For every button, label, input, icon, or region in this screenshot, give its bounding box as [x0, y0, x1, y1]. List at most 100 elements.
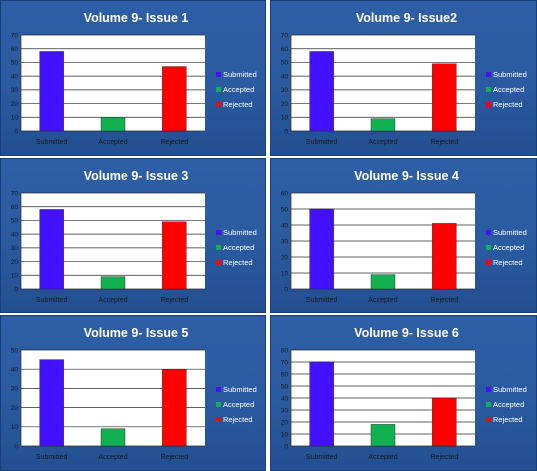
bar-accepted: [100, 276, 126, 290]
y-tick-label: 0: [14, 286, 18, 293]
legend-label-submitted: Submitted: [223, 385, 257, 394]
y-tick-label: 20: [11, 405, 19, 412]
y-tick-label: 30: [281, 87, 289, 94]
chart-panel-issue-1: Volume 9- Issue 1 0 10 20 30 40 50 60 70 Submitte…: [0, 0, 266, 156]
bar-rejected: [162, 221, 187, 290]
chart-panel-issue-2: Volume 9- Issue2 0 10 20 30 40 50 60 70 Submitted…: [270, 0, 537, 156]
x-category-label: Rejected: [161, 454, 189, 461]
legend-swatch-accepted: [486, 245, 491, 250]
legend-label-rejected: Rejected: [493, 258, 523, 267]
y-tick-label: 10: [11, 273, 19, 280]
legend-swatch-submitted: [486, 387, 491, 392]
y-tick-label: 0: [284, 128, 288, 135]
chart-title: Volume 9- Issue2: [356, 11, 457, 25]
y-tick-label: 40: [281, 222, 289, 229]
y-tick-label: 20: [281, 419, 289, 426]
y-tick-label: 10: [281, 431, 289, 438]
x-category-label: Submitted: [36, 454, 68, 461]
y-tick-label: 60: [11, 204, 19, 211]
y-tick-label: 40: [11, 73, 19, 80]
chart-title: Volume 9- Issue 3: [84, 169, 189, 183]
y-tick-label: 10: [281, 115, 289, 122]
x-category-label: Rejected: [431, 297, 459, 304]
legend-swatch-submitted: [216, 72, 221, 77]
legend-label-accepted: Accepted: [223, 85, 254, 94]
y-tick-label: 50: [281, 383, 289, 390]
bar-rejected: [162, 369, 187, 447]
y-tick-label: 30: [11, 245, 19, 252]
y-tick-label: 20: [281, 254, 289, 261]
y-tick-label: 0: [14, 128, 18, 135]
x-category-label: Accepted: [98, 297, 127, 304]
legend-swatch-accepted: [486, 402, 491, 407]
bar-submitted: [309, 51, 334, 132]
chart-svg: Volume 9- Issue 5 0 10 20 30 40 50 Submitted Acc…: [11, 326, 257, 461]
legend-label-submitted: Submitted: [493, 385, 527, 394]
legend-label-rejected: Rejected: [493, 415, 523, 424]
legend-label-accepted: Accepted: [493, 243, 524, 252]
chart-svg: Volume 9- Issue 3 0 10 20 30 40 50 60 70 Submitte…: [11, 169, 257, 304]
legend-swatch-accepted: [216, 245, 221, 250]
x-category-label: Submitted: [306, 297, 338, 304]
bar-submitted: [39, 359, 64, 447]
y-tick-label: 40: [11, 231, 19, 238]
legend-label-submitted: Submitted: [493, 70, 527, 79]
x-category-label: Accepted: [98, 454, 127, 461]
y-tick-label: 30: [11, 386, 19, 393]
legend-label-rejected: Rejected: [493, 100, 523, 109]
y-tick-label: 30: [281, 407, 289, 414]
bar-accepted: [100, 117, 126, 132]
legend-swatch-rejected: [216, 260, 221, 265]
chart-title: Volume 9- Issue 4: [354, 169, 459, 183]
bar-submitted: [39, 51, 64, 132]
y-tick-label: 50: [281, 206, 289, 213]
y-tick-label: 80: [281, 347, 289, 354]
legend-swatch-accepted: [486, 87, 491, 92]
y-tick-label: 20: [11, 259, 19, 266]
y-tick-label: 20: [11, 101, 19, 108]
y-tick-label: 60: [281, 371, 289, 378]
bar-accepted: [370, 118, 396, 132]
chart-title: Volume 9- Issue 5: [84, 326, 189, 340]
bar-rejected: [432, 397, 457, 447]
legend-label-submitted: Submitted: [493, 228, 527, 237]
legend-swatch-submitted: [486, 72, 491, 77]
y-tick-label: 10: [281, 270, 289, 277]
legend-label-rejected: Rejected: [223, 258, 253, 267]
y-tick-label: 0: [14, 443, 18, 450]
bar-rejected: [432, 223, 457, 290]
y-tick-label: 10: [11, 115, 19, 122]
chart-svg: Volume 9- Issue2 0 10 20 30 40 50 60 70 Submitted…: [281, 11, 527, 146]
bar-accepted: [370, 424, 396, 447]
y-tick-label: 0: [284, 443, 288, 450]
legend-label-submitted: Submitted: [223, 228, 257, 237]
legend-swatch-rejected: [216, 102, 221, 107]
chart-panel-issue-5: Volume 9- Issue 5 0 10 20 30 40 50 Submitted Acc…: [0, 315, 266, 471]
y-tick-label: 60: [11, 46, 19, 53]
bar-submitted: [39, 209, 64, 290]
legend-swatch-submitted: [486, 230, 491, 235]
y-tick-label: 70: [11, 32, 19, 39]
legend-label-accepted: Accepted: [493, 85, 524, 94]
y-tick-label: 50: [11, 347, 19, 354]
legend-swatch-rejected: [486, 260, 491, 265]
y-tick-label: 50: [11, 218, 19, 225]
x-category-label: Accepted: [368, 139, 397, 146]
legend-swatch-rejected: [486, 417, 491, 422]
legend-swatch-submitted: [216, 230, 221, 235]
x-category-label: Rejected: [161, 139, 189, 146]
chart-panel-issue-4: Volume 9- Issue 4 0 10 20 30 40 50 60 Submitted A…: [270, 158, 537, 313]
y-tick-label: 40: [281, 395, 289, 402]
x-category-label: Submitted: [36, 297, 68, 304]
legend-label-rejected: Rejected: [223, 100, 253, 109]
y-tick-label: 60: [281, 46, 289, 53]
bar-rejected: [432, 63, 457, 132]
chart-title: Volume 9- Issue 1: [84, 11, 189, 25]
y-tick-label: 70: [11, 190, 19, 197]
legend-label-accepted: Accepted: [493, 400, 524, 409]
chart-panel-issue-3: Volume 9- Issue 3 0 10 20 30 40 50 60 70 Submitte…: [0, 158, 266, 313]
legend-label-accepted: Accepted: [223, 400, 254, 409]
bar-accepted: [100, 428, 126, 447]
legend-swatch-rejected: [486, 102, 491, 107]
y-tick-label: 0: [284, 286, 288, 293]
